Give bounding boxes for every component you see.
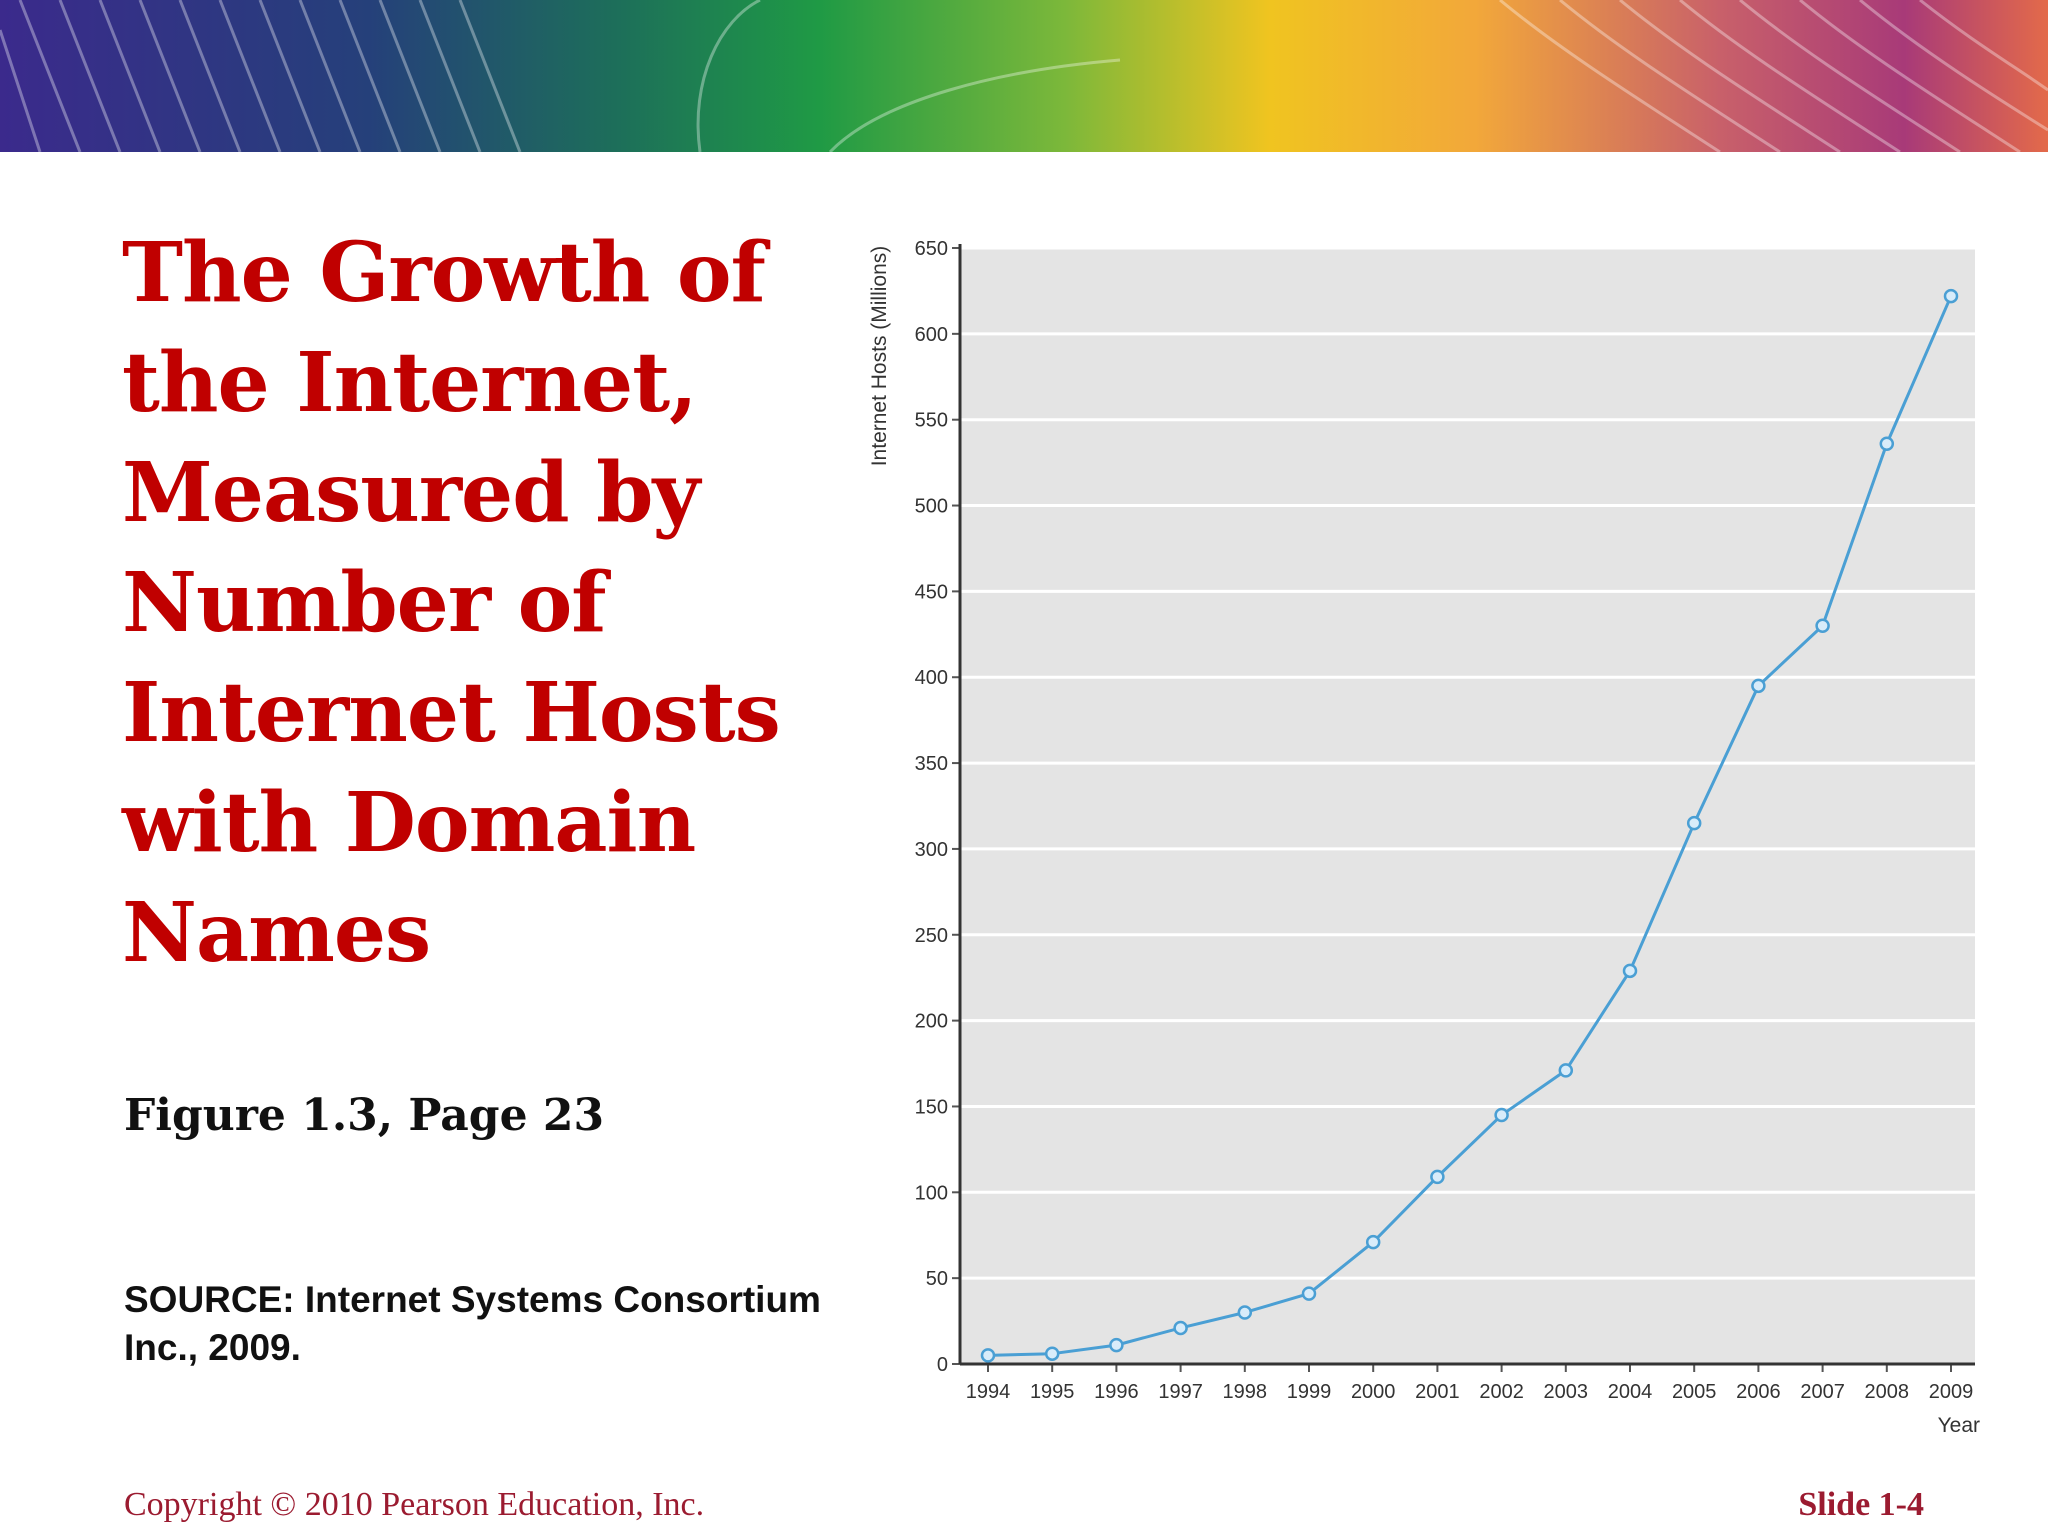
y-tick-label-0: 0: [937, 1354, 948, 1376]
source-note: SOURCE: Internet Systems Consortium Inc.…: [124, 1279, 821, 1368]
data-point-2000: [1365, 1234, 1381, 1250]
x-tick-label-1997: 1997: [1158, 1381, 1203, 1403]
x-tick-label-2008: 2008: [1865, 1381, 1910, 1403]
y-axis-label: Internet Hosts (Millions): [868, 246, 891, 467]
x-tick-label-2009: 2009: [1929, 1381, 1974, 1403]
data-point-2001: [1430, 1169, 1445, 1185]
y-tick-label-100: 100: [915, 1182, 948, 1204]
x-tick-label-2000: 2000: [1351, 1381, 1396, 1403]
y-tick-label-250: 250: [915, 925, 948, 947]
x-tick-label-1998: 1998: [1223, 1381, 1268, 1403]
axes: [958, 244, 1975, 1366]
figure-reference: Figure 1.3, Page 23: [124, 1090, 605, 1141]
data-point-1994: [980, 1348, 996, 1363]
data-point-2006: [1751, 678, 1766, 694]
x-tick-label-1999: 1999: [1287, 1381, 1332, 1403]
data-point-2009: [1943, 288, 1959, 304]
data-point-2007: [1815, 618, 1830, 633]
y-tick-label-550: 550: [915, 410, 948, 432]
x-tick-label-2001: 2001: [1415, 1381, 1460, 1403]
y-tick-label-650: 650: [915, 238, 948, 260]
decorative-banner: [0, 0, 2048, 152]
data-point-1995: [1044, 1346, 1060, 1361]
data-point-2008: [1879, 436, 1895, 451]
x-tick-label-1994: 1994: [966, 1381, 1011, 1403]
y-tick-label-150: 150: [915, 1096, 948, 1118]
y-tick-label-450: 450: [915, 581, 948, 603]
y-tick-label-50: 50: [926, 1268, 948, 1290]
slide-number: Slide 1-4: [1798, 1486, 1924, 1523]
data-point-1996: [1109, 1337, 1124, 1353]
data-point-2003: [1558, 1063, 1574, 1078]
y-tick-label-200: 200: [915, 1011, 948, 1033]
internet-hosts-line-chart: 050100150200250300350400450500550600650 …: [868, 238, 1980, 1437]
x-tick-label-1996: 1996: [1094, 1381, 1139, 1403]
data-point-2002: [1494, 1107, 1509, 1123]
grid-lines: [960, 246, 1975, 1280]
plot-background: [960, 248, 1975, 1364]
copyright-notice: Copyright © 2010 Pearson Education, Inc.: [124, 1486, 705, 1523]
x-tick-label-1995: 1995: [1030, 1381, 1075, 1403]
data-point-1998: [1237, 1305, 1253, 1320]
x-tick-label-2002: 2002: [1479, 1381, 1524, 1403]
y-tick-label-350: 350: [915, 753, 948, 775]
x-tick-label-2003: 2003: [1544, 1381, 1589, 1403]
data-point-1997: [1173, 1320, 1188, 1336]
data-point-2004: [1622, 963, 1638, 979]
x-axis-ticks: 1994 1995 1996 1997 1998 1999 2000 2001 2002 2003…: [966, 1364, 1974, 1403]
x-tick-label-2005: 2005: [1672, 1381, 1717, 1403]
data-point-1999: [1301, 1286, 1317, 1301]
series-line: [987, 295, 1953, 1357]
x-tick-label-2007: 2007: [1800, 1381, 1845, 1403]
plot-area: [960, 248, 1975, 1364]
x-tick-label-2006: 2006: [1736, 1381, 1781, 1403]
y-tick-label-300: 300: [915, 839, 948, 861]
y-tick-label-500: 500: [915, 496, 948, 518]
y-axis-ticks: 0 50 100 150 200 250 300 350 400 450 500 550 600 650: [915, 238, 960, 1376]
series-internet-hosts: [980, 288, 1959, 1363]
slide-title: The Growth of the Internet, Measured by …: [122, 225, 781, 981]
x-tick-label-2004: 2004: [1608, 1381, 1653, 1403]
y-tick-label-400: 400: [915, 667, 948, 689]
x-axis-label: Year: [1938, 1414, 1980, 1437]
data-point-2005: [1686, 815, 1702, 831]
y-tick-label-600: 600: [915, 324, 948, 346]
